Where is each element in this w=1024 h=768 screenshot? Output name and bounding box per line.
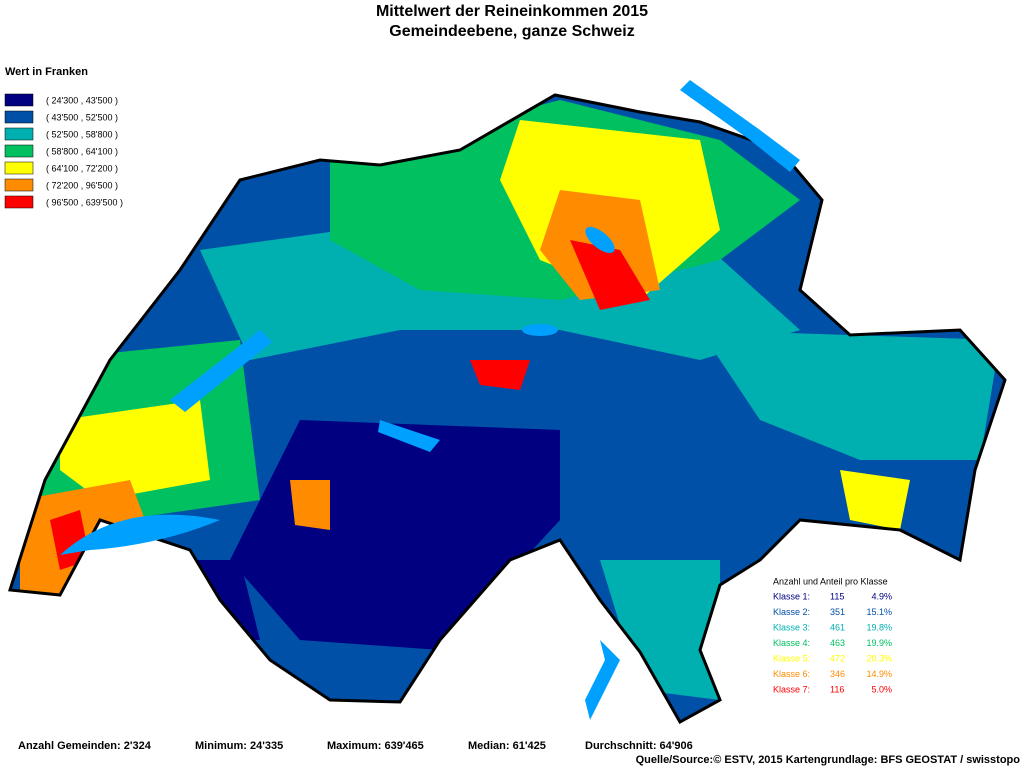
stats-share: 5.0%	[871, 684, 892, 694]
stats-count: 461	[830, 622, 845, 632]
stats-share: 4.9%	[871, 591, 892, 601]
legend-swatch	[4, 195, 34, 209]
summary-item: Minimum: 24'335	[195, 740, 283, 752]
stats-count: 463	[830, 638, 845, 648]
stats-label: Klasse 5:	[773, 653, 810, 663]
legend-label: ( 64'100 , 72'200 )	[46, 163, 118, 173]
stats-label: Klasse 3:	[773, 622, 810, 632]
stats-count: 116	[830, 684, 844, 694]
stats-label: Klasse 6:	[773, 669, 810, 679]
legend-swatch	[4, 127, 34, 141]
legend-label: ( 52'500 , 58'800 )	[46, 129, 118, 139]
summary-item: Durchschnitt: 64'906	[585, 740, 693, 752]
legend-swatch	[4, 161, 34, 175]
stats-share: 20.3%	[866, 653, 892, 663]
lakes	[60, 80, 800, 720]
stats-count: 351	[830, 607, 845, 617]
legend-swatch	[4, 144, 34, 158]
legend-label: ( 72'200 , 96'500 )	[46, 180, 118, 190]
stats-label: Klasse 1:	[773, 591, 810, 601]
stats-share: 19.9%	[866, 638, 892, 648]
stats-count: 472	[830, 653, 845, 663]
country-border	[8, 93, 1007, 725]
legend-swatch	[4, 178, 34, 192]
stats-share: 19.8%	[866, 622, 892, 632]
legend-label: ( 96'500 , 639'500 )	[46, 197, 123, 207]
legend-swatch	[4, 110, 34, 124]
legend: ( 24'300 , 43'500 ) ( 43'500 , 52'500 ) ( …	[4, 93, 123, 209]
stats-title: Anzahl und Anteil pro Klasse	[773, 576, 888, 586]
stats-label: Klasse 4:	[773, 638, 810, 648]
summary-item: Anzahl Gemeinden: 2'324	[18, 740, 152, 752]
summary-item: Median: 61'425	[468, 740, 546, 752]
source: Quelle/Source:© ESTV, 2015 Kartengrundla…	[636, 754, 1021, 766]
stats-label: Klasse 7:	[773, 684, 810, 694]
legend-swatch	[4, 93, 34, 107]
summary: Anzahl Gemeinden: 2'324 Minimum: 24'335 Ma…	[18, 740, 693, 752]
stats-label: Klasse 2:	[773, 607, 810, 617]
stats-share: 14.9%	[866, 669, 892, 679]
stats-count: 346	[830, 669, 845, 679]
title-line: Mittelwert der Reineinkommen 2015	[376, 3, 648, 20]
title-line: Gemeindeebene, ganze Schweiz	[389, 23, 634, 40]
stats-count: 115	[830, 591, 844, 601]
legend-label: ( 43'500 , 52'500 )	[46, 112, 118, 122]
stats-box: Anzahl und Anteil pro Klasse Klasse 1: 11…	[773, 576, 892, 694]
legend-label: ( 24'300 , 43'500 )	[46, 95, 118, 105]
legend-title: Wert in Franken	[5, 66, 88, 78]
legend-label: ( 58'800 , 64'100 )	[46, 146, 118, 156]
stats-share: 15.1%	[866, 607, 892, 617]
summary-item: Maximum: 639'465	[327, 740, 424, 752]
